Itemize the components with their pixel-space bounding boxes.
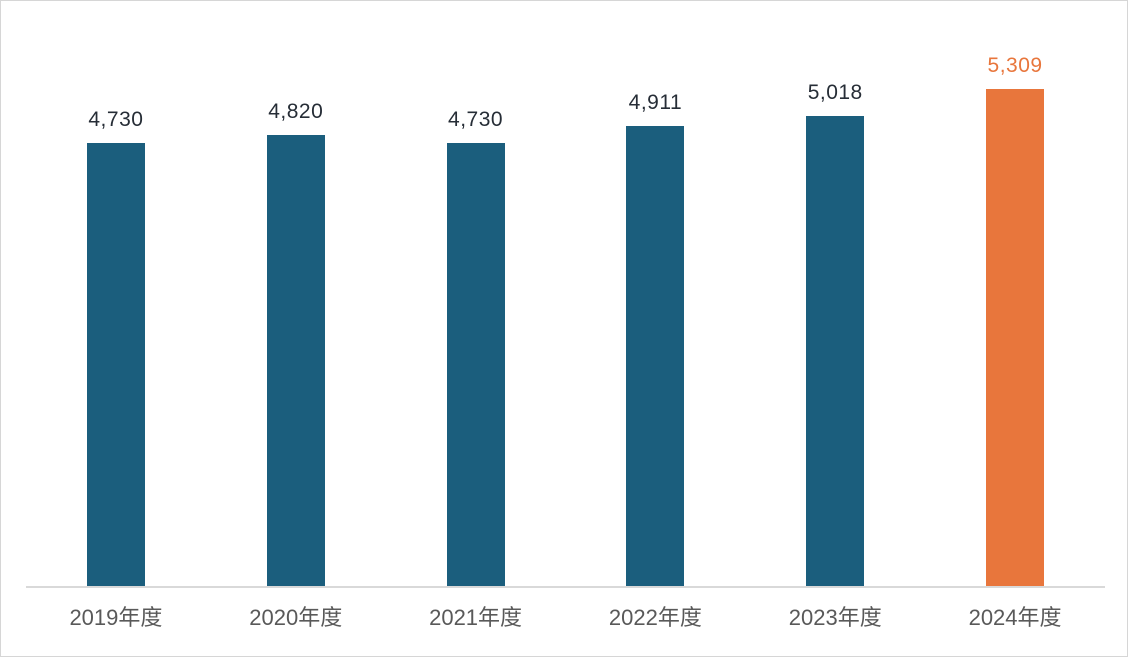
bar-column: 4,911 xyxy=(565,1,745,586)
x-axis-label: 2020年度 xyxy=(249,605,343,630)
bar xyxy=(986,89,1045,586)
x-axis-label: 2024年度 xyxy=(968,605,1062,630)
x-axis-label: 2021年度 xyxy=(429,605,523,630)
bar-value-label: 4,820 xyxy=(268,100,324,123)
bar xyxy=(626,126,685,586)
bar-value-label: 5,309 xyxy=(987,54,1043,77)
bar-column: 4,730 xyxy=(26,1,206,586)
bar-value-label: 4,911 xyxy=(628,91,683,114)
x-axis-label: 2019年度 xyxy=(69,605,163,630)
bar-value-label: 4,730 xyxy=(88,108,144,131)
bar-value-label: 5,018 xyxy=(807,81,863,104)
bar-column: 4,730 xyxy=(386,1,566,586)
plot-area: 4,730 4,820 4,730 4,911 5,018 5,309 xyxy=(26,1,1105,588)
bar-column: 5,018 xyxy=(745,1,925,586)
bar-column: 5,309 xyxy=(925,1,1105,586)
bar xyxy=(806,116,865,586)
x-axis: 2019年度 2020年度 2021年度 2022年度 2023年度 2024年… xyxy=(26,588,1105,654)
bar-value-label: 4,730 xyxy=(448,108,504,131)
x-axis-label: 2022年度 xyxy=(608,605,702,630)
bar xyxy=(446,143,505,586)
bar xyxy=(86,143,145,586)
bar xyxy=(266,135,325,586)
x-axis-label: 2023年度 xyxy=(788,605,882,630)
bar-column: 4,820 xyxy=(206,1,386,586)
